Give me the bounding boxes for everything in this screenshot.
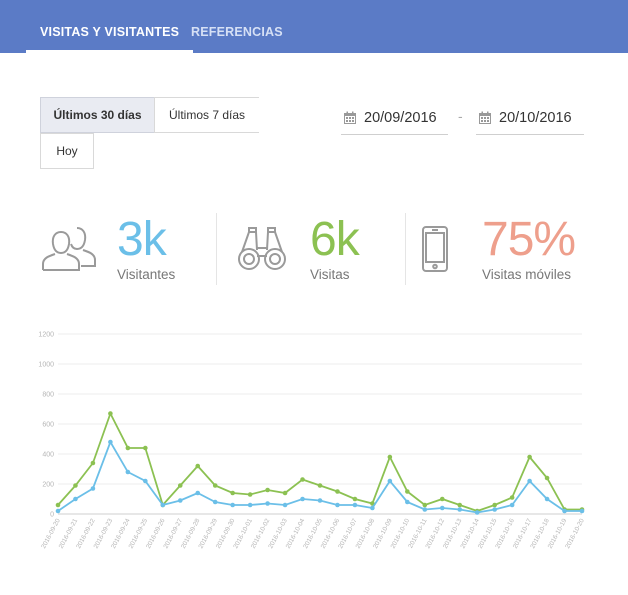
visitantes-data-point	[108, 439, 113, 445]
mobile-visits-label: Visitas móviles	[482, 267, 572, 282]
visitas-data-point	[247, 492, 253, 497]
visitantes-data-point	[439, 505, 445, 511]
visitas-data-point	[492, 502, 497, 508]
visitantes-data-point	[527, 478, 532, 484]
visitas-data-point	[527, 454, 532, 460]
visitantes-data-point	[230, 502, 235, 508]
y-tick-label: 600	[42, 422, 54, 429]
visitantes-data-point	[352, 502, 358, 508]
visitas-data-point	[387, 454, 393, 460]
visitantes-data-point	[73, 496, 78, 502]
visitantes-data-point	[90, 486, 96, 491]
visits-label: Visitas	[310, 267, 350, 282]
visitas-data-point	[544, 475, 550, 481]
y-tick-label: 400	[42, 452, 54, 459]
range-last-7-days-button[interactable]: Últimos 7 días	[154, 97, 259, 133]
visitantes-data-point	[282, 502, 288, 508]
y-tick-label: 800	[42, 392, 54, 399]
visitas-data-point	[265, 487, 270, 493]
visitas-series-line	[57, 411, 582, 512]
tab-visitas-y-visitantes[interactable]: VISITAS Y VISITANTES	[25, 0, 194, 53]
visitas-data-point	[143, 445, 148, 451]
visitas-data-point	[422, 502, 428, 508]
visitantes-data-point	[195, 490, 201, 496]
tab-referencias[interactable]: REFERENCIAS	[191, 25, 283, 39]
visitas-data-point	[405, 489, 410, 494]
visitantes-data-point	[474, 510, 480, 515]
visitas-data-point	[352, 496, 358, 502]
users-icon	[42, 227, 96, 271]
visitantes-data-point	[422, 507, 428, 512]
visitantes-data-point	[370, 505, 375, 511]
visitantes-data-point	[335, 502, 340, 508]
visitantes-data-point	[387, 478, 393, 484]
visitors-label: Visitantes	[117, 267, 176, 282]
visitantes-data-point	[143, 478, 148, 484]
date-to-value: 20/10/2016	[499, 109, 572, 126]
visitas-data-point	[282, 490, 288, 496]
visitas-data-point	[509, 495, 515, 500]
visits-line-chart: 0200400600800100012002016-09-202016-09-2…	[38, 332, 586, 550]
visitantes-data-point	[177, 498, 183, 503]
stat-divider	[405, 213, 406, 285]
visitantes-data-point	[457, 507, 463, 512]
y-tick-label: 1000	[38, 362, 54, 369]
visitors-value: 3k	[117, 213, 167, 266]
header-bar: VISITAS Y VISITANTES REFERENCIAS	[0, 0, 628, 53]
date-from-value: 20/09/2016	[364, 109, 437, 126]
visitas-data-point	[55, 502, 61, 508]
calendar-icon	[344, 111, 356, 124]
visitantes-data-point	[265, 501, 270, 506]
visitas-data-point	[73, 483, 78, 488]
visitantes-data-point	[579, 508, 585, 514]
visitas-data-point	[212, 483, 218, 488]
visitantes-data-point	[160, 502, 166, 508]
y-tick-label: 1200	[38, 332, 54, 339]
range-last-30-days-button[interactable]: Últimos 30 días	[40, 97, 155, 133]
mobile-phone-icon	[422, 226, 448, 272]
visitantes-data-point	[300, 496, 305, 502]
date-to-field[interactable]: 20/10/2016	[476, 101, 584, 135]
date-separator: -	[458, 108, 463, 124]
visitas-data-point	[457, 502, 463, 508]
visitas-data-point	[177, 483, 183, 488]
y-tick-label: 0	[50, 512, 54, 519]
visitantes-data-point	[212, 499, 218, 505]
visitantes-data-point	[247, 502, 253, 508]
visitas-data-point	[108, 411, 113, 416]
visitas-data-point	[300, 477, 305, 482]
visitantes-data-point	[562, 508, 567, 514]
range-today-button[interactable]: Hoy	[40, 133, 94, 169]
visitantes-data-point	[405, 499, 410, 505]
visitantes-data-point	[544, 496, 550, 502]
visits-value: 6k	[310, 213, 360, 266]
visitas-data-point	[439, 496, 445, 502]
visitas-data-point	[90, 460, 96, 466]
visitas-data-point	[195, 463, 201, 469]
visitas-data-point	[335, 489, 340, 494]
binoculars-icon	[238, 227, 286, 270]
visitantes-data-point	[492, 507, 497, 512]
calendar-icon	[479, 111, 491, 124]
stat-divider	[216, 213, 217, 285]
date-from-field[interactable]: 20/09/2016	[341, 101, 448, 135]
visitas-data-point	[125, 445, 131, 451]
visitantes-data-point	[55, 508, 61, 514]
mobile-visits-value: 75%	[482, 213, 576, 266]
visitantes-data-point	[317, 498, 323, 503]
visitas-data-point	[317, 483, 323, 488]
visitantes-data-point	[509, 502, 515, 508]
visitantes-data-point	[125, 469, 131, 475]
visitas-data-point	[230, 490, 235, 496]
y-tick-label: 200	[42, 482, 54, 489]
